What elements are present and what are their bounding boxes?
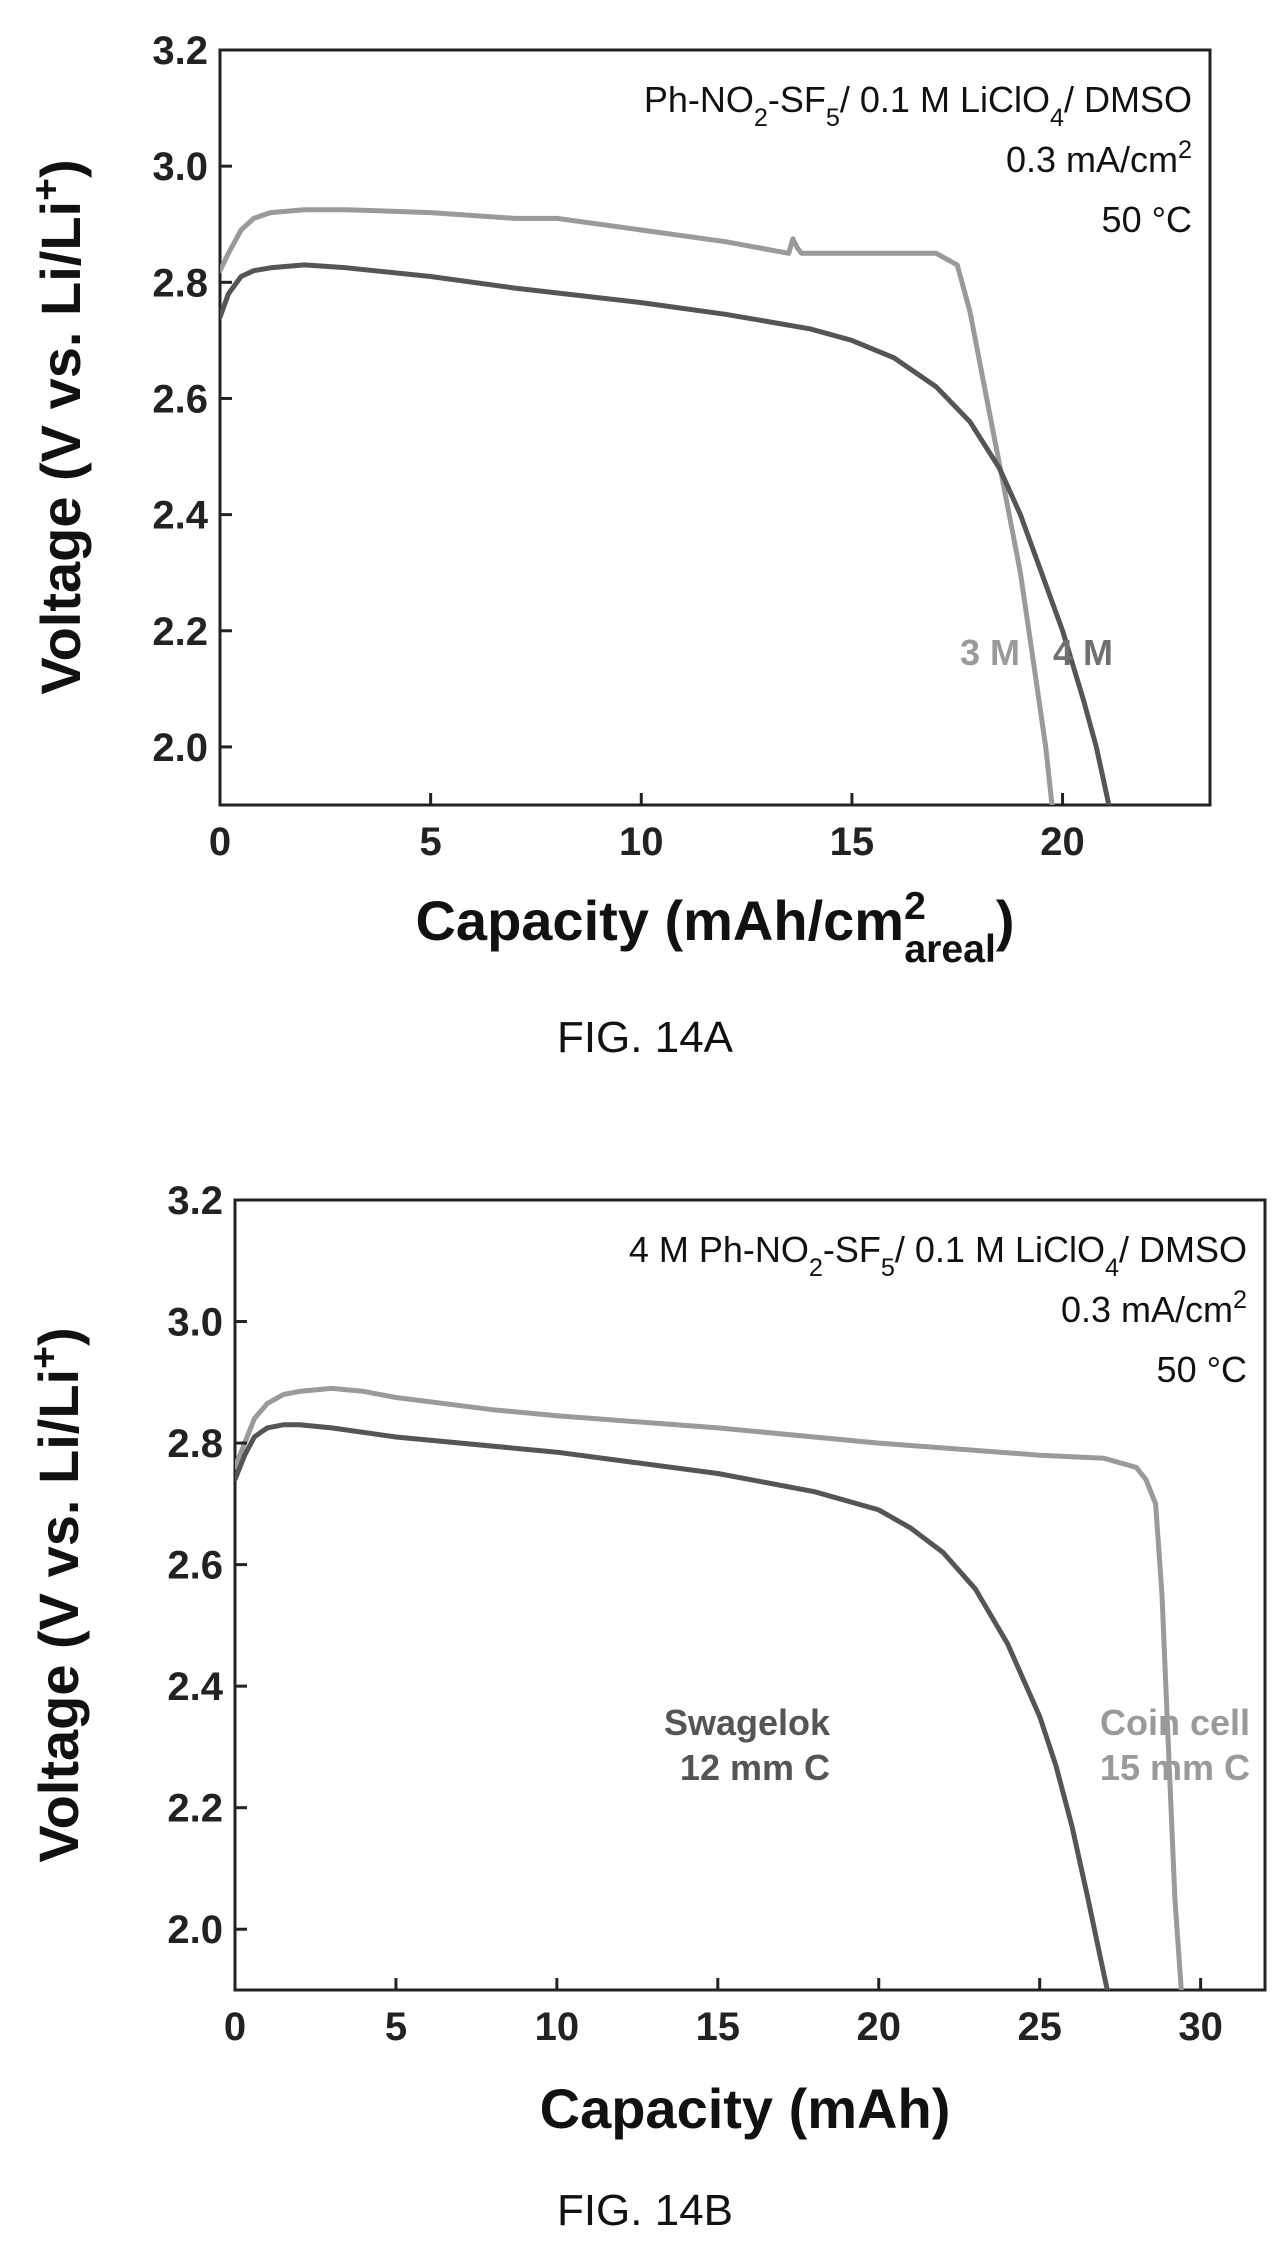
series-label-4m: 4 M (1053, 632, 1113, 673)
x-tick-label: 15 (696, 2005, 741, 2049)
x-tick-label: 20 (1040, 820, 1085, 864)
annotation-line-2: 0.3 mA/cm2 (1061, 1286, 1247, 1330)
y-tick-label: 2.2 (167, 1787, 223, 1831)
y-tick-label: 2.4 (167, 1665, 223, 1709)
series-label-3m: 3 M (960, 632, 1020, 673)
annotation-line-1: Ph-NO2-SF5/ 0.1 M LiClO4/ DMSO (644, 79, 1192, 132)
annotation-line-2: 0.3 mA/cm2 (1006, 136, 1192, 180)
annotation-line-1: 4 M Ph-NO2-SF5/ 0.1 M LiClO4/ DMSO (629, 1229, 1247, 1282)
y-axis-label-a: Voltage (V vs. Li/Li+) (25, 159, 93, 694)
figure-caption-14b: FIG. 14B (557, 2186, 733, 2235)
y-tick-label: 2.6 (152, 377, 208, 421)
x-tick-label: 5 (420, 820, 442, 864)
y-tick-label: 3.0 (167, 1301, 223, 1345)
annotation-line-3: 50 °C (1102, 199, 1192, 240)
x-tick-label: 10 (535, 2005, 580, 2049)
series-line-2 (220, 262, 1112, 805)
y-axis-label-b: Voltage (V vs. Li/Li+) (23, 1327, 91, 1862)
y-tick-label: 2.8 (167, 1422, 223, 1466)
plot-frame-a (218, 48, 1212, 807)
y-tick-label: 2.8 (152, 261, 208, 305)
y-tick-label: 3.2 (167, 1179, 223, 1223)
y-tick-label: 2.6 (167, 1544, 223, 1588)
x-tick-label: 30 (1178, 2005, 1223, 2049)
plot-frame-b (233, 1198, 1267, 1992)
series-label-line1: Coin cell (1100, 1702, 1250, 1743)
series-label-line2: 12 mm C (680, 1747, 830, 1788)
y-tick-label: 3.0 (152, 145, 208, 189)
y-tick-label: 2.0 (167, 1908, 223, 1952)
x-tick-label: 10 (619, 820, 664, 864)
x-tick-label: 5 (385, 2005, 407, 2049)
series-line-1 (220, 207, 1055, 805)
panel-14a: 0 5 10 15 20 2.0 2.2 2.4 2.6 2.8 3.0 3.2 Ph-NO2-SF5… (25, 29, 1212, 1062)
series-line-2 (235, 1422, 1110, 1990)
x-axis-label-a: Capacity (mAh/cm2 areal) (415, 885, 1014, 971)
x-tick-label: 0 (209, 820, 231, 864)
series-line-1 (235, 1385, 1184, 1990)
y-tick-label: 3.2 (152, 29, 208, 73)
x-axis-label-b: Capacity (mAh) (540, 2077, 951, 2140)
x-tick-label: 20 (857, 2005, 902, 2049)
y-tick-label: 2.2 (152, 610, 208, 654)
annotation-line-3: 50 °C (1157, 1349, 1247, 1390)
x-tick-label: 25 (1017, 2005, 1062, 2049)
panel-14b: 0 5 10 15 20 25 30 2.0 2.2 2.4 2.6 2.8 3.0 3.2 4 M Ph… (23, 1179, 1267, 2235)
x-tick-label: 0 (224, 2005, 246, 2049)
y-tick-label: 2.0 (152, 726, 208, 770)
series-label-line2: 15 mm C (1100, 1747, 1250, 1788)
x-tick-label: 15 (830, 820, 875, 864)
y-tick-label: 2.4 (152, 494, 208, 538)
figure-caption-14a: FIG. 14A (557, 1013, 734, 1062)
series-label-line1: Swagelok (664, 1702, 831, 1743)
